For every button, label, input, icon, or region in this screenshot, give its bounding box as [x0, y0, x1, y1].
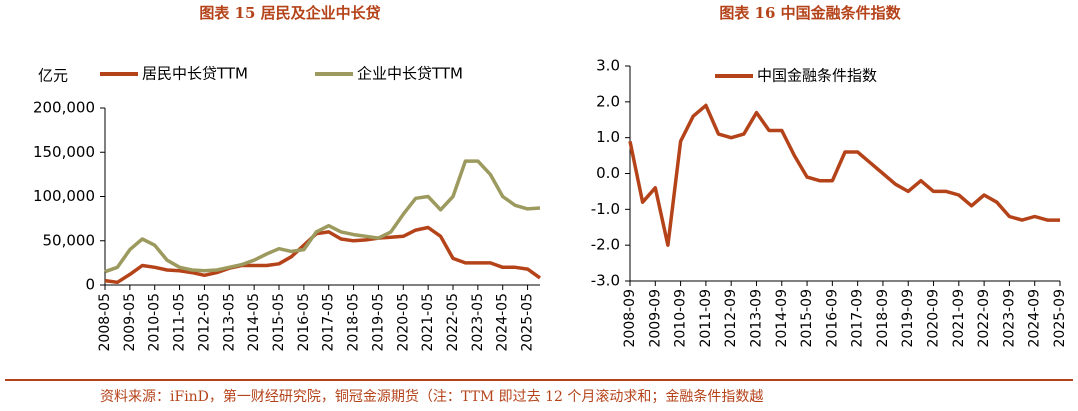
- source-note: 资料来源：iFinD，第一财经研究院，铜冠金源期货（注：TTM 即过去 12 个…: [100, 388, 763, 405]
- y-tick-label: 150,000: [33, 143, 95, 161]
- x-tick-label: 2015-05: [271, 293, 287, 352]
- x-tick-label: 2011-05: [172, 293, 188, 352]
- x-tick-label: 2013-05: [221, 293, 237, 352]
- chart-title: 图表 16 中国金融条件指数: [719, 4, 901, 22]
- y-tick-label: 1.0: [596, 128, 620, 146]
- x-tick-label: 2009-09: [647, 289, 663, 348]
- x-tick-label: 2012-05: [196, 293, 212, 352]
- series-line: [104, 159, 541, 274]
- x-tick-label: 2017-05: [321, 293, 337, 352]
- x-tick-label: 2018-05: [346, 293, 362, 352]
- x-tick-label: 2012-09: [723, 289, 739, 348]
- x-tick-label: 2016-05: [296, 293, 312, 352]
- x-tick-label: 2020-09: [926, 289, 942, 348]
- x-tick-label: 2009-05: [122, 293, 138, 352]
- y-tick-label: 3.0: [596, 57, 620, 75]
- x-tick-label: 2016-09: [824, 289, 840, 348]
- y-tick-label: 50,000: [43, 231, 96, 249]
- x-tick-label: 2023-09: [1001, 289, 1017, 348]
- x-tick-label: 2010-05: [147, 293, 163, 352]
- x-tick-label: 2018-09: [875, 289, 891, 348]
- x-tick-label: 2020-05: [395, 293, 411, 352]
- x-tick-label: 2015-09: [799, 289, 815, 348]
- x-tick-label: 2013-09: [748, 289, 764, 348]
- legend-label: 中国金融条件指数: [757, 67, 877, 85]
- x-tick-label: 2023-05: [470, 293, 486, 352]
- chart-title: 图表 15 居民及企业中长贷: [199, 4, 380, 22]
- y-tick-label: -2.0: [591, 236, 620, 254]
- y-tick-label: 0.0: [596, 164, 620, 182]
- x-tick-label: 2021-05: [420, 293, 436, 352]
- x-tick-label: 2017-09: [850, 289, 866, 348]
- series-line: [104, 225, 542, 285]
- x-tick-label: 2022-05: [445, 293, 461, 352]
- x-tick-label: 2025-09: [1052, 289, 1068, 348]
- x-tick-label: 2010-09: [673, 289, 689, 348]
- y-tick-label: -3.0: [591, 272, 620, 290]
- x-tick-label: 2024-05: [495, 293, 511, 352]
- x-tick-label: 2014-05: [246, 293, 262, 352]
- y-tick-label: -1.0: [591, 200, 620, 218]
- y-axis-unit: 亿元: [38, 67, 68, 85]
- x-tick-label: 2022-09: [976, 289, 992, 348]
- y-tick-label: 0: [85, 276, 95, 294]
- series-line: [628, 103, 1060, 247]
- legend-label: 企业中长贷TTM: [357, 65, 463, 83]
- x-tick-label: 2021-09: [951, 289, 967, 348]
- x-tick-label: 2025-05: [520, 293, 536, 352]
- x-tick-label: 2008-05: [97, 293, 113, 352]
- y-tick-label: 2.0: [596, 92, 620, 110]
- legend-label: 居民中长贷TTM: [142, 65, 248, 83]
- x-tick-label: 2008-09: [622, 289, 638, 348]
- y-tick-label: 200,000: [33, 99, 95, 117]
- y-tick-label: 100,000: [33, 187, 95, 205]
- x-tick-label: 2024-09: [1027, 289, 1043, 348]
- x-tick-label: 2019-05: [370, 293, 386, 352]
- x-tick-label: 2011-09: [698, 289, 714, 348]
- x-tick-label: 2014-09: [774, 289, 790, 348]
- x-tick-label: 2019-09: [900, 289, 916, 348]
